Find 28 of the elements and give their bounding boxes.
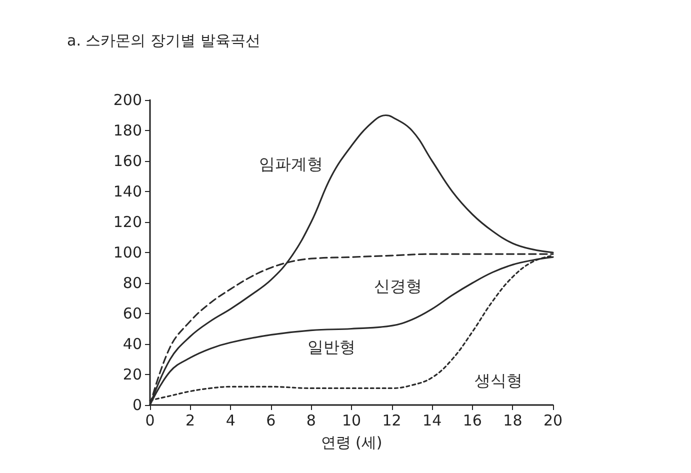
chart-title: a. 스카몬의 장기별 발육곡선 <box>67 32 260 50</box>
series-label: 임파계형 <box>259 154 324 174</box>
x-tick-label: 16 <box>462 412 482 430</box>
y-tick-label: 140 <box>113 182 142 200</box>
x-tick-label: 10 <box>342 412 362 430</box>
series-label: 생식형 <box>474 371 523 390</box>
x-tick-label: 6 <box>266 412 276 430</box>
x-tick-label: 2 <box>186 412 196 430</box>
y-tick-label: 160 <box>113 152 142 170</box>
x-tick-label: 8 <box>306 412 316 430</box>
x-tick-label: 14 <box>422 412 442 430</box>
y-tick-label: 180 <box>113 122 142 140</box>
y-tick-label: 20 <box>122 366 142 384</box>
y-tick-label: 200 <box>113 91 142 109</box>
y-tick-label: 60 <box>122 304 142 322</box>
x-tick-label: 20 <box>543 412 563 430</box>
y-tick-label: 80 <box>122 274 142 292</box>
x-tick-label: 4 <box>226 412 236 430</box>
y-tick-label: 120 <box>113 213 142 231</box>
x-tick-label: 12 <box>382 412 402 430</box>
series-label: 일반형 <box>307 338 356 357</box>
x-tick-label: 0 <box>145 412 155 430</box>
y-tick-label: 0 <box>132 396 142 414</box>
y-tick-label: 100 <box>113 244 142 262</box>
x-axis-title: 연령 (세) <box>320 434 382 452</box>
series-label: 신경형 <box>374 276 422 296</box>
x-tick-label: 18 <box>503 412 522 430</box>
y-tick-label: 40 <box>122 335 142 353</box>
